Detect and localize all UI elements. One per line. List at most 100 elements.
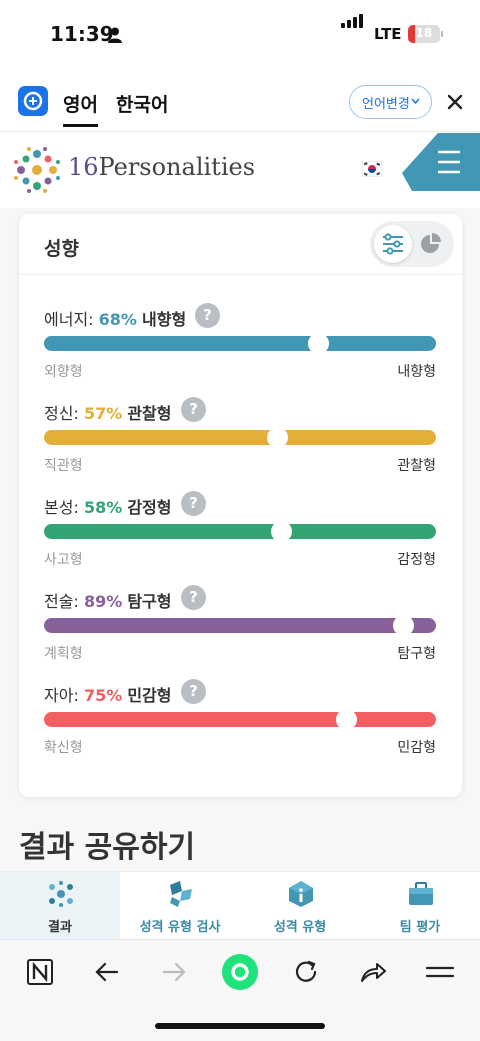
menu-icon[interactable] (422, 954, 458, 990)
nav-test-label: 성격 유형 검사 (139, 920, 221, 935)
trait-right-label: 민감형 (397, 740, 436, 756)
trait-knob (271, 521, 293, 542)
trait-left-label: 확신형 (44, 740, 83, 756)
trait-category: 자아: (44, 686, 79, 705)
trait-right-label: 관찰형 (397, 458, 436, 474)
brand-text: Personalities (98, 153, 256, 181)
trait-bar (44, 430, 436, 445)
test-icon (170, 881, 192, 907)
help-icon[interactable]: ? (181, 679, 206, 704)
view-toggle (370, 221, 454, 267)
close-icon[interactable] (443, 90, 467, 114)
hamburger-menu-icon[interactable] (402, 133, 480, 208)
change-language-button[interactable]: 언어변경 (349, 85, 432, 119)
nav-types-label: 성격 유형 (273, 920, 327, 935)
battery-icon: 18 (408, 25, 440, 43)
trait-row: 자아: 75% 민감형? 확신형 민감형 (44, 679, 436, 762)
help-icon[interactable]: ? (181, 585, 206, 610)
trait-right-label: 내향형 (397, 364, 436, 380)
trait-bar (44, 336, 436, 351)
nav-personality-types[interactable]: 성격 유형 (240, 872, 360, 940)
back-arrow-icon[interactable] (89, 954, 125, 990)
trait-knob (308, 333, 330, 354)
home-indicator (155, 1023, 325, 1029)
pie-chart-icon (421, 233, 441, 253)
trait-left-label: 계획형 (44, 646, 83, 662)
trait-percent: 58% (83, 498, 123, 517)
trait-knob (392, 615, 414, 636)
help-icon[interactable]: ? (195, 303, 220, 328)
trait-type: 민감형 (127, 686, 172, 705)
change-language-label: 언어변경 (362, 96, 410, 112)
sliders-view-button[interactable] (374, 225, 412, 263)
trait-label: 정신: 57% 관찰형 (44, 400, 172, 424)
trait-left-label: 사고형 (44, 552, 83, 568)
bottom-nav: 결과 성격 유형 검사 성격 유형 팀 평가 (0, 871, 480, 940)
trait-row: 정신: 57% 관찰형? 직관형 관찰형 (44, 397, 436, 480)
brand-number: 16 (68, 153, 99, 181)
trait-left-label: 직관형 (44, 458, 83, 474)
logo-icon[interactable] (12, 145, 62, 195)
trait-row: 본성: 58% 감정형? 사고형 감정형 (44, 491, 436, 574)
status-time: 11:39 (50, 22, 114, 46)
korea-flag-icon[interactable] (362, 161, 382, 177)
share-heading: 결과 공유하기 (19, 830, 196, 865)
trait-percent: 68% (98, 310, 137, 329)
trait-type: 감정형 (127, 498, 172, 517)
person-icon (108, 27, 122, 43)
trait-row: 에너지: 68% 내향형? 외향형 내향형 (44, 303, 436, 386)
help-icon[interactable]: ? (181, 397, 206, 422)
trait-label: 자아: 75% 민감형 (44, 682, 172, 706)
chevron-down-icon (411, 98, 420, 104)
trait-percent: 89% (83, 592, 123, 611)
trait-type: 탐구형 (127, 592, 172, 611)
nav-personality-test[interactable]: 성격 유형 검사 (120, 872, 240, 940)
browser-toolbar (0, 939, 480, 1041)
tab-korean[interactable]: 한국어 (116, 94, 169, 116)
translate-app-icon[interactable] (18, 86, 48, 116)
results-icon (49, 881, 73, 907)
translate-bar: 영어 한국어 언어변경 (0, 80, 480, 132)
card-divider (19, 274, 462, 275)
nav-results-label: 결과 (48, 920, 72, 935)
reload-icon[interactable] (288, 954, 324, 990)
trait-bar (44, 618, 436, 633)
trait-percent: 75% (83, 686, 123, 705)
trait-label: 본성: 58% 감정형 (44, 494, 172, 518)
trait-bar (44, 712, 436, 727)
help-icon[interactable]: ? (181, 491, 206, 516)
nav-team-label: 팀 평가 (399, 920, 441, 935)
trait-right-label: 탐구형 (397, 646, 436, 662)
trait-bar (44, 524, 436, 539)
share-icon[interactable] (355, 954, 391, 990)
whale-home-icon[interactable] (221, 953, 259, 991)
nav-results[interactable]: 결과 (0, 872, 120, 940)
site-header: 16Personalities (0, 133, 480, 208)
tab-english[interactable]: 영어 (63, 90, 98, 127)
trait-knob (267, 427, 289, 448)
notion-icon[interactable] (22, 954, 58, 990)
trait-knob (335, 709, 357, 730)
trait-type: 내향형 (142, 310, 187, 329)
trait-category: 본성: (44, 498, 79, 517)
trait-label: 전술: 89% 탐구형 (44, 588, 172, 612)
pie-view-button[interactable] (412, 225, 450, 263)
forward-arrow-icon[interactable] (156, 954, 192, 990)
trait-left-label: 외향형 (44, 364, 83, 380)
types-icon (289, 881, 313, 907)
trait-category: 전술: (44, 592, 79, 611)
trait-right-label: 감정형 (397, 552, 436, 568)
trait-label: 에너지: 68% 내향형 (44, 306, 186, 330)
trait-percent: 57% (83, 404, 123, 423)
trait-type: 관찰형 (127, 404, 172, 423)
traits-card: 성향 (19, 214, 462, 797)
sliders-icon (383, 233, 403, 255)
nav-team-assessment[interactable]: 팀 평가 (360, 872, 480, 940)
briefcase-icon (409, 882, 433, 905)
trait-row: 전술: 89% 탐구형? 계획형 탐구형 (44, 585, 436, 668)
trait-category: 정신: (44, 404, 79, 423)
brand-name[interactable]: 16Personalities (68, 153, 255, 181)
status-bar: 11:39 LTE 18 (0, 0, 480, 72)
trait-category: 에너지: (44, 310, 94, 329)
battery-level: 18 (415, 26, 433, 40)
